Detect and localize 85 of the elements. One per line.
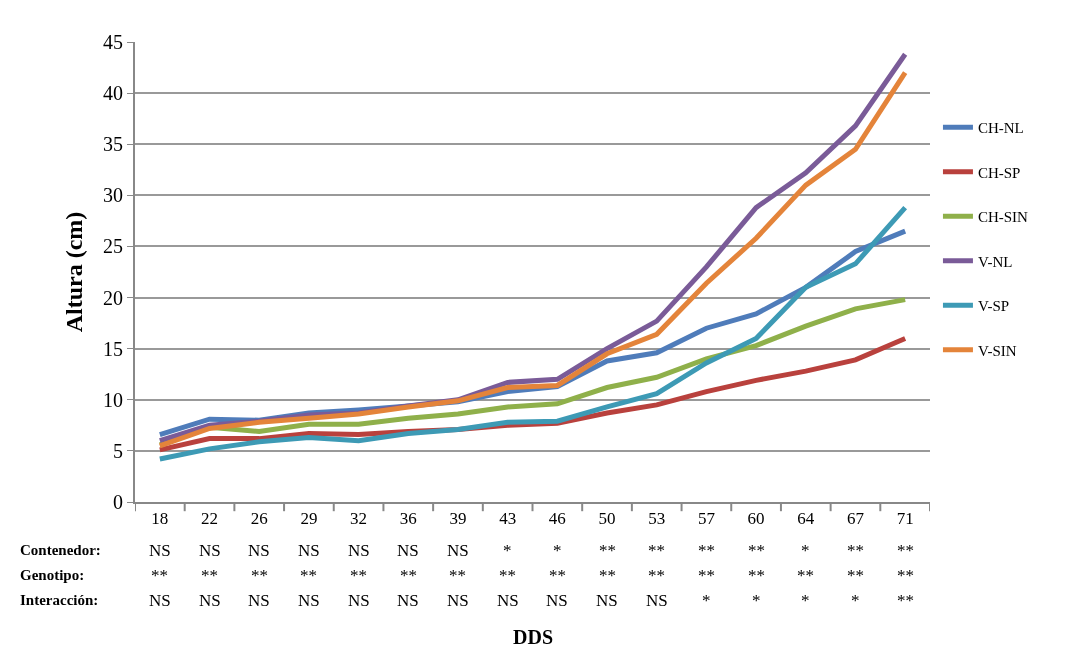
x-axis-title: DDS — [513, 626, 554, 648]
y-axis-title: Altura (cm) — [60, 211, 87, 333]
text: NS — [546, 591, 568, 610]
text: NS — [149, 541, 171, 560]
text: NS — [199, 541, 221, 560]
legend-label: V-NL — [977, 253, 1013, 270]
y-tick-label: 15 — [103, 337, 123, 360]
text: ** — [201, 566, 218, 585]
x-tick-label: 22 — [201, 509, 219, 529]
text: NS — [248, 591, 270, 610]
text: NS — [397, 591, 419, 610]
text: NS — [298, 541, 320, 560]
text: NS — [447, 541, 469, 560]
text: ** — [847, 566, 864, 585]
text: * — [801, 591, 810, 610]
text: ** — [350, 566, 367, 585]
text: ** — [897, 591, 914, 610]
text: NS — [497, 591, 519, 610]
x-tick-label: 29 — [300, 509, 318, 529]
text: ** — [599, 566, 616, 585]
text: NS — [248, 541, 270, 560]
text: ** — [300, 566, 317, 585]
y-tick-label: 25 — [103, 235, 123, 258]
y-tick-label: 35 — [103, 133, 123, 156]
text: * — [752, 591, 761, 610]
x-tick-label: 39 — [449, 509, 467, 529]
y-tick-label: 20 — [103, 286, 123, 309]
text: ** — [648, 541, 665, 560]
text: NS — [348, 541, 370, 560]
y-tick-label: 5 — [113, 439, 123, 462]
x-tick-label: 46 — [548, 509, 566, 529]
text: NS — [447, 591, 469, 610]
text: ** — [449, 566, 466, 585]
x-tick-label: 64 — [797, 509, 815, 529]
legend-label: CH-SIN — [977, 209, 1029, 226]
text: ** — [400, 566, 417, 585]
text: NS — [199, 591, 221, 610]
legend-label: V-SP — [977, 298, 1010, 315]
x-tick-label: 67 — [846, 509, 865, 529]
x-tick-label: 32 — [350, 509, 368, 529]
text: ** — [648, 566, 665, 585]
text: NS — [149, 591, 171, 610]
y-tick-label: 10 — [103, 388, 123, 411]
legend-label: CH-SP — [977, 164, 1021, 181]
text: * — [503, 541, 512, 560]
text: ** — [797, 566, 814, 585]
text: ** — [847, 541, 864, 560]
text: * — [851, 591, 860, 610]
text: ** — [698, 541, 715, 560]
text: NS — [646, 591, 668, 610]
y-tick-label: 45 — [103, 31, 123, 53]
text: ** — [897, 541, 914, 560]
text: ** — [499, 566, 516, 585]
y-tick-label: 30 — [103, 184, 123, 207]
text: * — [553, 541, 562, 560]
text: Contenedor: — [20, 542, 101, 558]
x-tick-label: 50 — [598, 509, 616, 529]
x-tick-label: 18 — [151, 509, 169, 529]
legend-label: V-SIN — [977, 342, 1017, 359]
text: Genotipo: — [20, 567, 85, 583]
x-tick-label: 43 — [499, 509, 517, 529]
text: NS — [298, 591, 320, 610]
text: ** — [897, 566, 914, 585]
text: NS — [596, 591, 618, 610]
text: * — [702, 591, 711, 610]
text: NS — [397, 541, 419, 560]
text: ** — [748, 541, 765, 560]
text: ** — [251, 566, 268, 585]
text: ** — [748, 566, 765, 585]
text: * — [801, 541, 810, 560]
x-tick-label: 26 — [250, 509, 268, 529]
text: ** — [151, 566, 168, 585]
y-tick-label: 0 — [113, 491, 123, 513]
text: NS — [348, 591, 370, 610]
x-tick-label: 57 — [697, 509, 716, 529]
legend-label: CH-NL — [977, 120, 1024, 137]
y-tick-label: 40 — [103, 82, 123, 105]
x-tick-label: 53 — [648, 509, 666, 529]
x-tick-label: 60 — [747, 509, 765, 529]
text: Interacción: — [20, 592, 99, 608]
text: ** — [599, 541, 616, 560]
x-tick-label: 36 — [399, 509, 417, 529]
text: ** — [549, 566, 566, 585]
x-tick-label: 71 — [896, 509, 914, 529]
text: ** — [698, 566, 715, 585]
